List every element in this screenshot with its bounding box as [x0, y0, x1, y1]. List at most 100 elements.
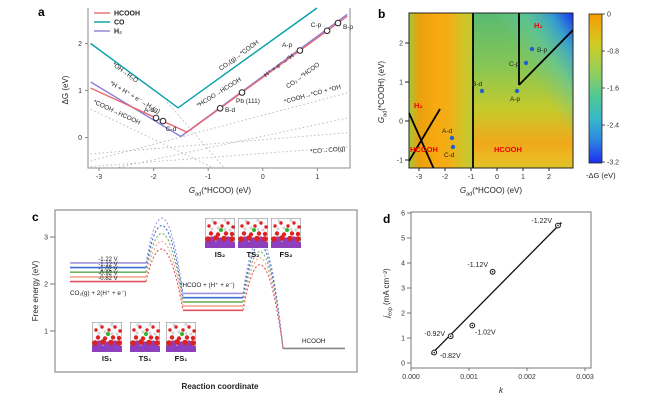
colorbar-tick-marks — [602, 13, 605, 163]
panel-b-letter: b — [378, 7, 385, 21]
panel-b-ytick-0: 0 — [399, 119, 403, 126]
label-co-to-cog: *CO→CO(g) — [310, 145, 346, 155]
region-h2-top: H₂ — [534, 21, 543, 30]
point-c-d-b-label: C-d — [444, 152, 455, 159]
colorbar-tick-32: -3.2 — [607, 160, 619, 167]
panel-a-ytick-1: 1 — [78, 88, 82, 95]
point-b-p-b — [529, 46, 535, 52]
point-a-p-b-label: A-p — [510, 96, 521, 103]
potential-122: -1.22 V — [98, 257, 117, 263]
point-112-label: -1.12V — [467, 262, 488, 269]
inset-is1 — [92, 322, 122, 352]
barrier1-122 — [145, 217, 184, 294]
point-a-p-label: A-p — [282, 42, 293, 49]
panel-c-ytick-marks — [50, 236, 55, 332]
panel-a-xlabel: Gad(*HCOO) (eV) — [189, 186, 251, 198]
panel-a-xtick-m2: -2 — [150, 174, 156, 181]
panel-d-ytick-5: 5 — [401, 236, 405, 243]
point-a-d-b-label: A-d — [442, 128, 453, 135]
panel-b-ylabel: Gad(*COOH) (eV) — [377, 61, 389, 123]
panel-a: a 2 1 0 -3 -2 -1 0 1 ΔG (eV) Gad(*HCOO) … — [38, 5, 354, 198]
inset-ts2-label: TS₂ — [247, 250, 260, 259]
label-h-e-h: H⁺ + e⁻→*H — [263, 52, 296, 79]
label-cooh-hcooh: *COOH→HCOOH — [92, 99, 142, 127]
label-co2-hcoo: CO₂→*HCOO — [285, 61, 321, 90]
potential-082: -0.82 V — [98, 276, 117, 282]
panel-b-xtick-1: 1 — [521, 174, 525, 181]
colorbar-tick-24: -2.4 — [607, 123, 619, 130]
panel-a-ytick-2: 2 — [78, 41, 82, 48]
point-b-d-b-label: B-d — [472, 81, 483, 88]
point-c-p-b — [523, 60, 529, 66]
point-b-d-label: B-d — [225, 107, 236, 114]
point-082 — [431, 349, 438, 356]
panel-d-ytick-4: 4 — [401, 261, 405, 268]
panel-d-ytick-2: 2 — [401, 311, 405, 318]
panel-b-ytick-marks — [405, 42, 409, 161]
initial-state-label: CO₂(g) + 2(H⁺ + e⁻) — [70, 290, 126, 297]
barrier2-102 — [242, 251, 284, 349]
legend-h2-label: H₂ — [114, 29, 122, 36]
point-092 — [447, 333, 454, 340]
fit-line — [430, 222, 562, 355]
barrier1-082 — [145, 248, 184, 311]
point-b-p — [334, 19, 342, 27]
barrier2-122 — [242, 238, 284, 349]
panel-d-ytick-marks — [407, 212, 411, 364]
panel-b-ytick-m1: -1 — [397, 158, 403, 165]
point-122-label: -1.22V — [531, 218, 552, 225]
panel-a-ytick-marks — [85, 43, 88, 138]
boundary-v-diagonal — [518, 29, 574, 86]
panel-b-ytick-1: 1 — [399, 80, 403, 87]
point-b-d — [216, 105, 224, 112]
barrier1-112 — [145, 225, 184, 298]
point-c-d-label: C-d — [166, 126, 177, 133]
panel-d-ylabel-j: j — [382, 316, 391, 319]
panel-d-xtick-3: 0.003 — [576, 374, 594, 381]
barrier1-curves — [145, 217, 184, 311]
inset-ts1-label: TS₁ — [139, 354, 152, 363]
panel-b-xlabel-g: G — [460, 186, 466, 195]
inset-fs1 — [166, 322, 196, 352]
potential-112: -1.12 V — [98, 262, 117, 268]
intermediate-state-label: *HCOO + (H⁺ + e⁻) — [180, 282, 235, 289]
initial-levels — [70, 262, 146, 283]
region-hcooh-left: HCOOH — [410, 145, 438, 154]
colorbar-label: -ΔG (eV) — [586, 171, 616, 180]
point-b-p-b-label: B-p — [537, 47, 548, 54]
panel-d-ylabel-sub: exp — [388, 307, 394, 316]
panel-a-legend: HCOOH CO H₂ — [94, 11, 140, 36]
label-co2g-cooh: CO₂(g)→*COOH — [218, 39, 261, 73]
dotted-line-1 — [90, 92, 348, 162]
hcooh-line — [90, 15, 348, 134]
panel-d-ytick-1: 1 — [401, 336, 405, 343]
point-a-d-label: A-d — [144, 107, 155, 114]
panel-a-xtick-m3: -3 — [96, 174, 102, 181]
point-pb — [238, 89, 246, 96]
potential-102: -1.02 V — [98, 267, 117, 273]
potential-labels: -1.22 V -1.12 V -1.02 V -0.92 V -0.82 V — [98, 257, 117, 282]
panel-d-xtick-marks — [410, 368, 586, 371]
panel-d-ytick-3: 3 — [401, 286, 405, 293]
panel-a-xlabel-rest: (*HCOO) (eV) — [201, 186, 251, 195]
panel-a-ylabel: ΔG (eV) — [61, 75, 70, 104]
point-102-label: -1.02V — [475, 330, 496, 337]
panel-d-ytick-0: 0 — [401, 361, 405, 368]
dotted-line-5 — [90, 146, 348, 168]
boundary-left-2 — [408, 108, 441, 162]
barrier1-092 — [145, 241, 184, 307]
point-a-p — [296, 47, 304, 54]
panel-d: d 0 1 2 3 4 5 6 0.000 0.001 0.002 0.003 … — [382, 211, 594, 396]
inset-ts1 — [130, 322, 160, 352]
panel-d-points — [431, 222, 561, 356]
panel-b-xlabel: Gad(*HCOO) (eV) — [460, 186, 522, 198]
panel-b-xtick-marks — [418, 168, 550, 171]
inset-fs1-label: FS₁ — [175, 354, 188, 363]
dotted-line-6 — [114, 117, 348, 169]
point-c-p-b-label: C-p — [509, 61, 520, 68]
panel-b-ylabel-sub: ad — [383, 111, 389, 117]
colorbar-tick-08: -0.8 — [607, 49, 619, 56]
panel-b-xtick-m3: -3 — [416, 174, 422, 181]
final-state-label: HCOOH — [302, 338, 326, 345]
